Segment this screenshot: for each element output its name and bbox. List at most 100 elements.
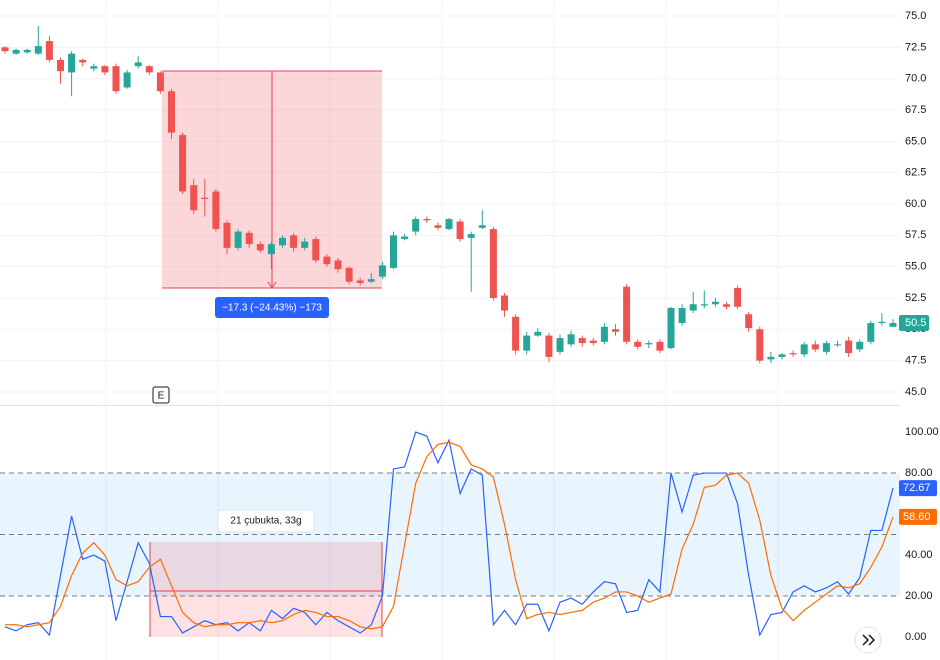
- range-label: 21 çubukta, 33g: [230, 516, 301, 527]
- candle-body: [756, 329, 764, 361]
- candle-body: [667, 308, 675, 349]
- candle-body: [878, 321, 886, 324]
- candle-body: [600, 326, 608, 342]
- candle-body: [745, 314, 753, 329]
- candle-body: [312, 239, 320, 261]
- candle-body: [334, 260, 342, 270]
- candle-body: [456, 221, 464, 240]
- candle-body: [223, 222, 231, 248]
- y-tick-label: 55.0: [905, 261, 926, 273]
- candle-body: [12, 49, 20, 54]
- candle-body: [800, 344, 808, 355]
- candle-body: [212, 191, 220, 230]
- candle-body: [867, 323, 875, 342]
- candle-body: [378, 265, 386, 277]
- candle-body: [390, 235, 397, 268]
- candle-body: [423, 219, 431, 221]
- candle-body: [57, 59, 64, 72]
- candle-body: [79, 59, 87, 63]
- candle-body: [623, 286, 631, 342]
- last-value-label: 58.60: [903, 511, 931, 523]
- y-tick-label: 100.00: [905, 426, 939, 438]
- candle-body: [301, 241, 309, 248]
- candle-body: [279, 237, 286, 246]
- candle-body: [45, 41, 53, 60]
- candle-body: [811, 344, 819, 350]
- scroll-icon: [862, 634, 876, 646]
- candle-body: [68, 53, 76, 73]
- candle-body: [834, 344, 841, 346]
- last-value-bg: [899, 480, 937, 497]
- candle-body: [567, 334, 575, 345]
- y-tick-label: 57.5: [905, 229, 926, 241]
- last-price-bg: [899, 315, 929, 332]
- candle-body: [34, 46, 42, 54]
- candle-body: [90, 66, 98, 69]
- last-price-label: 50.5: [905, 317, 926, 329]
- candle-body: [23, 49, 31, 53]
- candle-body: [234, 231, 242, 248]
- candle-body: [356, 280, 364, 283]
- candle-body: [556, 338, 564, 352]
- y-tick-label: 60.0: [905, 198, 926, 210]
- candle-body: [845, 340, 853, 354]
- candle-body: [179, 135, 187, 192]
- candle-body: [323, 256, 331, 265]
- y-tick-label: 40.00: [905, 549, 933, 561]
- candle-body: [478, 225, 486, 228]
- candle-body: [168, 91, 175, 133]
- event-marker: E: [158, 391, 165, 402]
- candle-body: [656, 341, 664, 351]
- candle-body: [156, 72, 164, 92]
- event-marker-box: [152, 386, 170, 404]
- candle-body: [412, 219, 420, 232]
- candle-body: [267, 244, 275, 255]
- y-tick-label: 20.00: [905, 590, 933, 602]
- candle-body: [256, 244, 264, 251]
- candle-body: [778, 354, 786, 357]
- scroll-button[interactable]: [854, 626, 882, 654]
- measure-label-bg: [215, 297, 329, 318]
- y-tick-label: 0.00: [905, 631, 926, 643]
- candle-body: [856, 341, 864, 350]
- y-tick-label: 47.5: [905, 355, 926, 367]
- y-tick-label: 67.5: [905, 104, 926, 116]
- candle-body: [489, 229, 497, 298]
- candle-body: [401, 236, 409, 240]
- y-tick-label: 65.0: [905, 135, 926, 147]
- candle-body: [145, 66, 153, 73]
- measure-label: −17.3 (−24.43%) −173: [222, 303, 322, 314]
- candle-body: [112, 66, 120, 92]
- range-box: [150, 542, 382, 637]
- candle-body: [345, 267, 353, 282]
- candle-body: [889, 323, 897, 327]
- candle-body: [367, 279, 375, 282]
- candle-body: [134, 62, 142, 67]
- candle-body: [101, 66, 109, 73]
- measure-arrowhead: [267, 281, 277, 289]
- candle-body: [501, 295, 508, 311]
- stoch-line: [5, 441, 894, 630]
- y-tick-label: 62.5: [905, 167, 926, 179]
- candle-body: [645, 343, 653, 345]
- candle-body: [1, 47, 9, 52]
- last-value-bg: [899, 508, 937, 525]
- candle-body: [245, 232, 253, 245]
- candle-body: [767, 356, 775, 360]
- candle-body: [534, 331, 542, 336]
- candle-body: [723, 304, 730, 307]
- candle-body: [789, 353, 797, 355]
- y-tick-label: 52.5: [905, 292, 926, 304]
- candle-body: [545, 335, 553, 357]
- candle-body: [523, 335, 531, 351]
- candle-body: [512, 316, 520, 351]
- candle-body: [467, 234, 475, 238]
- stoch-line: [4, 431, 894, 637]
- candle-body: [689, 304, 697, 311]
- y-tick-label: 72.5: [905, 41, 926, 53]
- candle-body: [634, 341, 642, 347]
- candle-body: [700, 304, 708, 306]
- candle-body: [123, 72, 131, 88]
- y-tick-label: 45.0: [905, 386, 926, 398]
